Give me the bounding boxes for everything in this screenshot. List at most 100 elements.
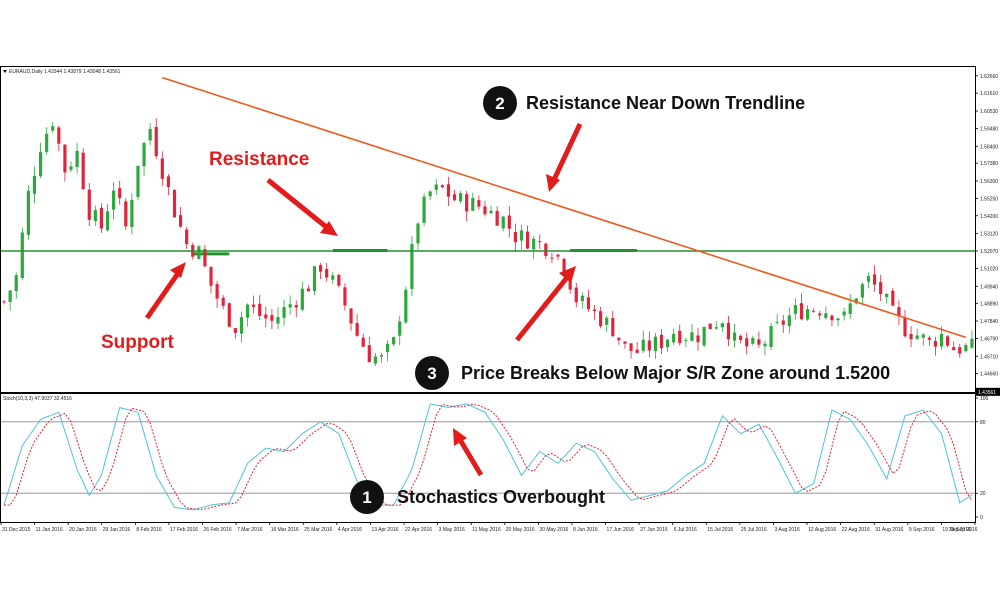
- date-tick-label: 8 Feb 2016: [136, 527, 162, 533]
- candle-bear: [233, 328, 237, 333]
- date-tick-label: 13 Apr 2016: [371, 527, 398, 533]
- candle-bull: [404, 289, 408, 323]
- last-price-label: 1.43561: [978, 390, 996, 396]
- stoch-signal-line: [4, 403, 973, 511]
- annotation-2: 2 Resistance Near Down Trendline: [483, 86, 805, 120]
- price-tick-label: 1.52070: [980, 249, 998, 255]
- date-tick-label: 12 Aug 2016: [808, 527, 836, 533]
- candle-bear: [799, 303, 804, 320]
- date-tick-label: 29 Jan 2016: [103, 527, 131, 533]
- candle-bull: [519, 230, 524, 241]
- annotation-1-text: Stochastics Overbought: [397, 487, 605, 507]
- stoch-layer: [3, 403, 973, 511]
- arrow-breakdown: [515, 273, 571, 342]
- candle-bear: [891, 290, 895, 306]
- candle-bull: [501, 216, 505, 229]
- date-tick-label: 20 Jan 2016: [69, 527, 97, 533]
- candle-bull: [751, 338, 755, 344]
- date-tick-label: 3 Aug 2016: [774, 527, 800, 533]
- price-tick-label: 1.59480: [980, 126, 998, 132]
- candle-bear: [477, 200, 481, 207]
- candle-bull: [428, 191, 432, 197]
- candle-bear: [812, 310, 816, 312]
- date-tick-label: 25 Jul 2016: [741, 527, 767, 533]
- date-tick-label: 26 Feb 2016: [204, 527, 232, 533]
- candle-bull: [921, 334, 925, 338]
- candle-bear: [221, 297, 225, 306]
- candle-bear: [897, 307, 901, 316]
- candle-bear: [258, 303, 262, 316]
- candle-bear: [81, 152, 85, 190]
- date-tick-label: 20 May 2016: [506, 527, 535, 533]
- candle-bull: [775, 321, 779, 323]
- candle-bear: [215, 284, 219, 299]
- date-tick-label: 19 Sep 2016: [942, 527, 971, 533]
- candle-bull: [45, 133, 49, 152]
- candle-bear: [166, 176, 171, 187]
- candle-bull: [385, 343, 390, 353]
- candle-bull: [964, 345, 968, 352]
- arrow-support: [144, 267, 184, 320]
- overlay-layer: [1, 76, 975, 339]
- candle-bear: [781, 320, 785, 325]
- candle-bear: [708, 323, 712, 330]
- candle-bull: [300, 288, 304, 310]
- arrow-stoch-head: [453, 428, 467, 446]
- price-tick-label: 1.44660: [980, 372, 998, 378]
- candle-bull: [459, 193, 463, 202]
- candle-bear: [361, 337, 365, 347]
- candle-bull: [93, 210, 97, 221]
- candle-bull: [379, 355, 384, 357]
- candle-bear: [933, 341, 938, 347]
- candle-bear: [349, 308, 353, 324]
- candle-bear: [623, 341, 627, 344]
- price-tick-label: 1.55250: [980, 196, 998, 202]
- price-tick-label: 1.45710: [980, 354, 998, 360]
- date-tick-label: 31 Dec 2015: [2, 527, 31, 533]
- candle-bull: [142, 142, 146, 167]
- candle-bear: [946, 336, 950, 346]
- stoch-tick-label: 0: [980, 515, 983, 521]
- annotation-3: 3 Price Breaks Below Major S/R Zone arou…: [415, 356, 890, 390]
- price-tick-label: 1.47840: [980, 319, 998, 325]
- candle-bear: [544, 243, 548, 257]
- candle-bull: [489, 210, 493, 214]
- symbol-menu-icon[interactable]: [3, 70, 7, 73]
- candle-bull: [787, 315, 791, 327]
- date-tick-label: 8 Jun 2016: [573, 527, 598, 533]
- price-tick-label: 1.53120: [980, 232, 998, 238]
- candle-bear: [87, 189, 91, 220]
- candle-bear: [726, 322, 731, 340]
- candle-bear: [185, 229, 189, 245]
- date-tick-label: 25 Mar 2016: [304, 527, 332, 533]
- annotation-1: 1 Stochastics Overbought: [350, 480, 605, 514]
- candle-bear: [599, 311, 603, 327]
- date-tick-label: 30 May 2016: [539, 527, 568, 533]
- candle-bear: [495, 210, 499, 226]
- candle-bear: [2, 301, 6, 303]
- candle-bull: [69, 166, 73, 170]
- candle-bull: [653, 336, 658, 352]
- arrow-resistance: [266, 178, 332, 232]
- arrow-stoch: [456, 436, 484, 477]
- candle-bear: [525, 231, 530, 249]
- arrow-support-head: [170, 262, 186, 278]
- candle-bear: [617, 337, 621, 341]
- candle-bear: [355, 323, 359, 336]
- date-tick-label: 4 Apr 2016: [338, 527, 362, 533]
- candle-bear: [264, 314, 268, 319]
- candle-bear: [574, 287, 578, 303]
- candle-bull: [26, 190, 30, 235]
- candle-bear: [927, 337, 931, 340]
- annotation-3-text: Price Breaks Below Major S/R Zone around…: [461, 363, 890, 383]
- price-tick-label: 1.48890: [980, 302, 998, 308]
- candle-bear: [172, 189, 177, 218]
- candle-bear: [830, 315, 834, 321]
- candle-bear: [203, 249, 207, 267]
- date-tick-label: 15 Jul 2016: [707, 527, 733, 533]
- candle-bull: [532, 238, 536, 250]
- date-tick-label: 31 Aug 2016: [875, 527, 903, 533]
- annotation-arrows: [144, 122, 583, 477]
